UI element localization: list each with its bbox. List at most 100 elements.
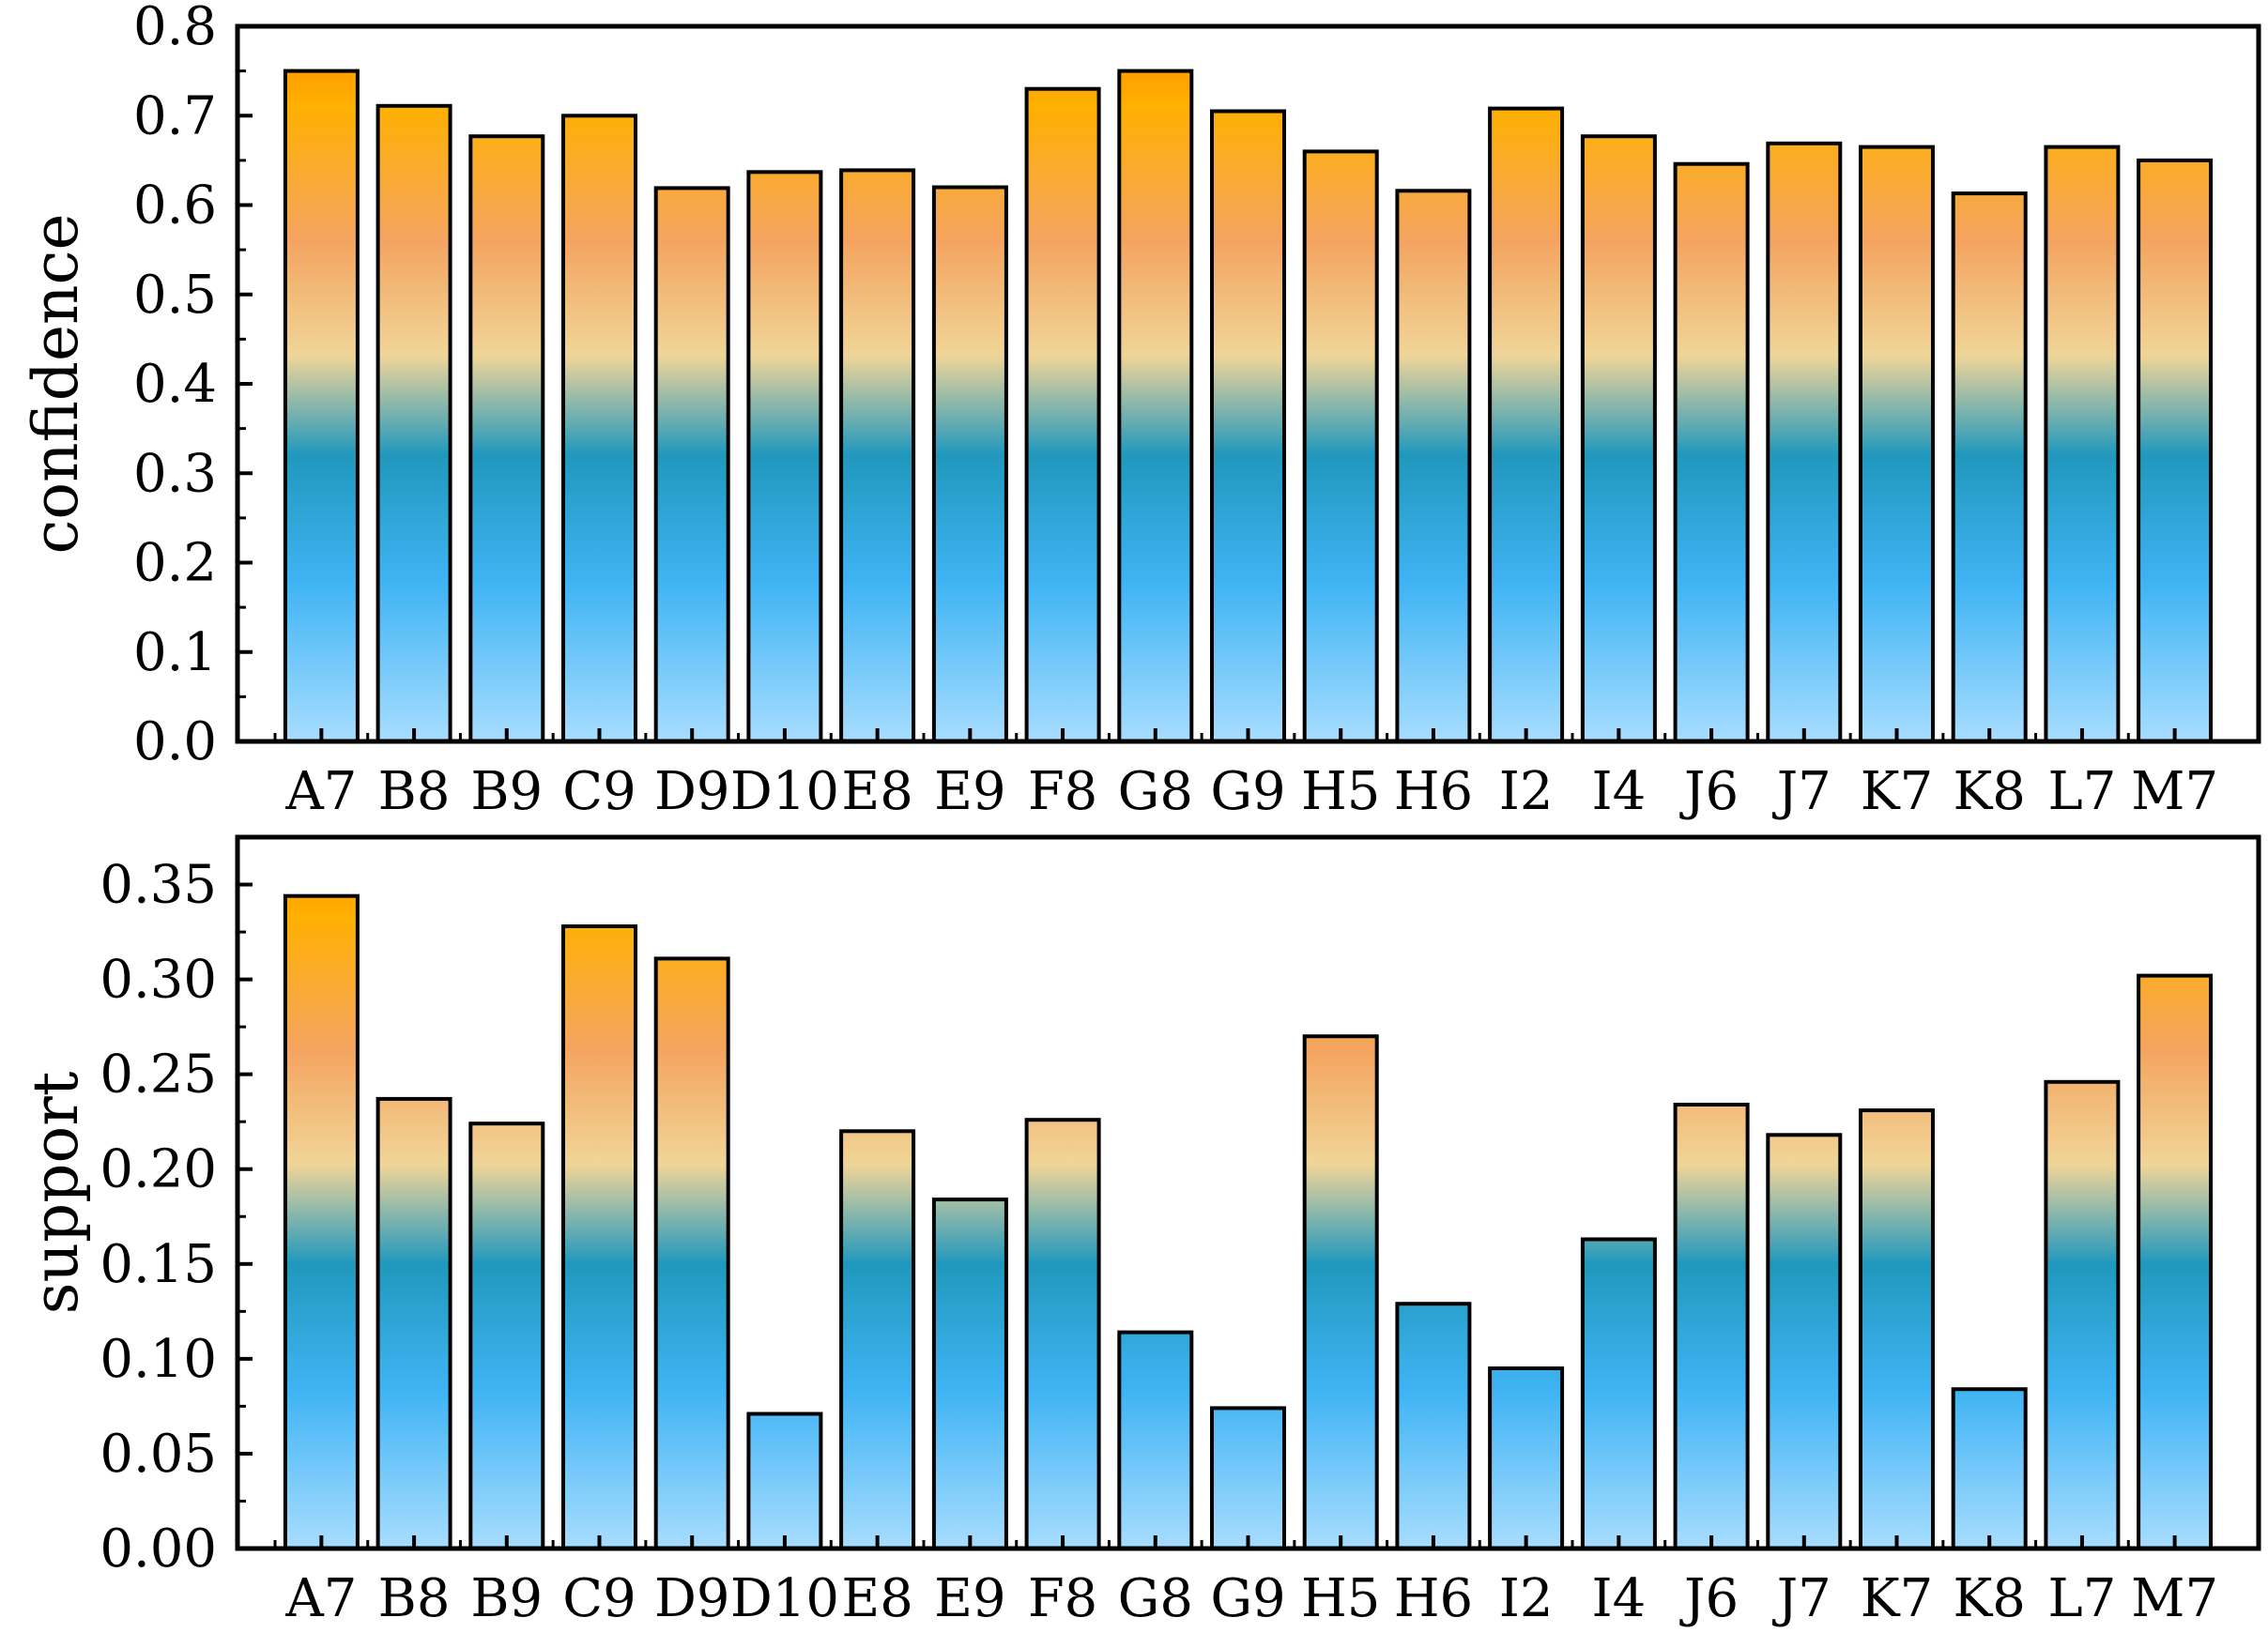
confidence-xtick-label-E8: E8 [841, 761, 913, 822]
support-bar-K7 [1859, 1108, 1935, 1550]
confidence-xtick-label-D9: D9 [654, 761, 730, 822]
confidence-xtick-label-H5: H5 [1301, 761, 1380, 822]
confidence-ytick-label-3: 0.3 [133, 443, 217, 504]
support-bar-H5 [1302, 1034, 1379, 1550]
confidence-bar-K7 [1859, 145, 1935, 744]
confidence-bar-D10 [746, 170, 823, 744]
confidence-ytick-label-2: 0.2 [133, 533, 217, 594]
support-ylabel: support [20, 1072, 92, 1315]
support-bar-F8 [1024, 1118, 1101, 1550]
support-ytick-label-5: 0.25 [100, 1045, 217, 1106]
confidence-xtick-label-F8: F8 [1028, 761, 1097, 822]
support-xtick-label-D9: D9 [654, 1568, 730, 1629]
confidence-xtick-label-I2: I2 [1499, 761, 1554, 822]
confidence-xtick-label-M7: M7 [2131, 761, 2218, 822]
confidence-bar-E8 [839, 168, 916, 743]
support-bar-K8 [1951, 1387, 2028, 1550]
support-bar-B8 [375, 1096, 452, 1551]
support-ytick-label-1: 0.05 [100, 1424, 217, 1485]
confidence-bar-I4 [1580, 134, 1657, 743]
support-xtick-label-G8: G8 [1118, 1568, 1193, 1629]
support-bar-J7 [1766, 1133, 1843, 1551]
support-chart: 0.00 0.05 0.10 0.15 0.20 0.25 0.30 0.35 A7 B8 B9 C9… [20, 834, 2261, 1629]
support-bar-I2 [1488, 1366, 1565, 1550]
support-bar-J6 [1673, 1103, 1750, 1550]
confidence-xtick-label-C9: C9 [562, 761, 636, 822]
confidence-ytick-label-7: 0.7 [133, 85, 217, 146]
confidence-bar-C9 [561, 114, 637, 744]
confidence-xtick-label-A7: A7 [284, 761, 357, 822]
support-bar-E8 [839, 1129, 916, 1551]
confidence-bar-G9 [1210, 109, 1286, 743]
confidence-bar-I2 [1488, 106, 1565, 744]
support-bar-H6 [1395, 1302, 1472, 1550]
confidence-bar-H6 [1395, 189, 1472, 744]
confidence-xtick-label-K8: K8 [1953, 761, 2025, 822]
confidence-ytick-label-4: 0.4 [133, 354, 217, 415]
confidence-chart: 0.0 0.1 0.2 0.3 0.4 0.5 0.6 0.7 0.8 A7 B8 B9 C9 D9 D10… [20, 0, 2261, 822]
support-bar-D10 [746, 1411, 823, 1550]
confidence-bar-F8 [1024, 86, 1101, 743]
confidence-xtick-label-B9: B9 [470, 761, 543, 822]
support-xtick-label-H5: H5 [1301, 1568, 1380, 1629]
support-bar-I4 [1580, 1237, 1657, 1550]
support-xtick-label-E8: E8 [841, 1568, 913, 1629]
support-xtick-label-B8: B8 [378, 1568, 451, 1629]
confidence-bar-H5 [1302, 149, 1379, 743]
confidence-bar-G8 [1117, 69, 1194, 744]
confidence-ytick-label-0: 0.0 [133, 711, 217, 772]
support-xtick-label-L7: L7 [2048, 1568, 2117, 1629]
support-xtick-label-G9: G9 [1210, 1568, 1285, 1629]
confidence-xtick-label-I4: I4 [1591, 761, 1646, 822]
support-bar-M7 [2137, 973, 2214, 1550]
support-xtick-label-E9: E9 [934, 1568, 1006, 1629]
confidence-bar-K8 [1951, 191, 2028, 744]
confidence-xtick-label-K7: K7 [1861, 761, 1933, 822]
support-xtick-label-M7: M7 [2131, 1568, 2218, 1629]
support-bar-G9 [1210, 1406, 1286, 1551]
support-bar-D9 [653, 956, 730, 1550]
support-xtick-label-D10: D10 [730, 1568, 839, 1629]
support-ytick-label-0: 0.00 [100, 1518, 217, 1579]
support-ytick-label-2: 0.10 [100, 1329, 217, 1390]
support-bar-C9 [561, 924, 637, 1550]
confidence-ytick-label-5: 0.5 [133, 265, 217, 326]
confidence-xtick-label-E9: E9 [934, 761, 1006, 822]
confidence-bar-B9 [468, 134, 545, 743]
confidence-ytick-label-6: 0.6 [133, 175, 217, 237]
support-ytick-label-3: 0.15 [100, 1234, 217, 1295]
confidence-xtick-label-H6: H6 [1394, 761, 1473, 822]
support-xtick-label-J7: J7 [1772, 1568, 1831, 1629]
support-bar-G8 [1117, 1330, 1194, 1550]
confidence-xtick-label-L7: L7 [2048, 761, 2117, 822]
support-xtick-label-I4: I4 [1591, 1568, 1646, 1629]
support-xtick-label-C9: C9 [562, 1568, 636, 1629]
confidence-bar-J6 [1673, 161, 1750, 743]
confidence-bar-B8 [375, 103, 452, 744]
support-bar-L7 [2044, 1079, 2121, 1551]
support-ytick-label-6: 0.30 [100, 950, 217, 1011]
confidence-bar-D9 [653, 186, 730, 743]
confidence-ylabel: confidence [20, 213, 92, 554]
support-ytick-label-7: 0.35 [100, 855, 217, 916]
support-xtick-label-K7: K7 [1861, 1568, 1933, 1629]
support-xtick-label-A7: A7 [284, 1568, 357, 1629]
confidence-bar-L7 [2044, 145, 2121, 744]
support-xtick-label-H6: H6 [1394, 1568, 1473, 1629]
confidence-xtick-label-D10: D10 [730, 761, 839, 822]
support-xtick-label-B9: B9 [470, 1568, 543, 1629]
confidence-bar-J7 [1766, 141, 1843, 744]
confidence-xtick-label-J7: J7 [1772, 761, 1831, 822]
support-bar-E9 [931, 1198, 1008, 1550]
confidence-xtick-label-G8: G8 [1118, 761, 1193, 822]
confidence-bar-E9 [931, 185, 1008, 743]
support-ytick-label-4: 0.20 [100, 1139, 217, 1200]
support-xtick-label-J6: J6 [1679, 1568, 1739, 1629]
confidence-xtick-label-G9: G9 [1210, 761, 1285, 822]
support-xtick-label-K8: K8 [1953, 1568, 2025, 1629]
confidence-xtick-label-J6: J6 [1679, 761, 1739, 822]
support-bar-A7 [283, 893, 360, 1550]
confidence-ytick-label-1: 0.1 [133, 622, 217, 683]
